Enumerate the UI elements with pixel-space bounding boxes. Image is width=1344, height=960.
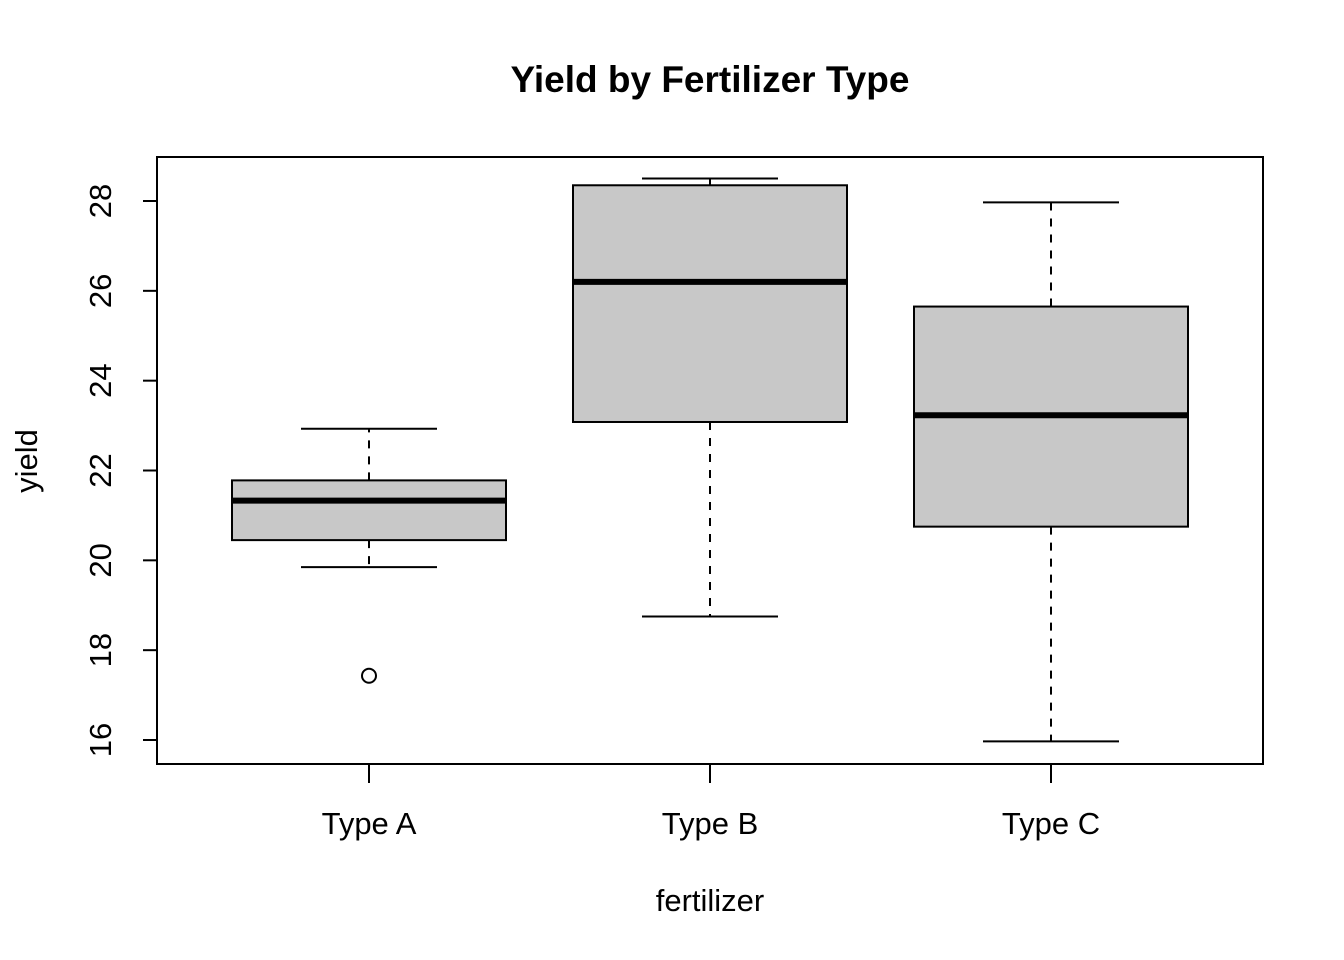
box-type-b xyxy=(572,177,848,618)
x-axis: Type A Type B Type C xyxy=(322,764,1100,841)
outlier-point-type-a-0 xyxy=(361,667,377,684)
y-axis-label: yield xyxy=(9,429,44,493)
y-tick-label-26: 26 xyxy=(83,274,118,308)
chart-title: Yield by Fertilizer Type xyxy=(511,59,910,100)
iqr-box-type-b xyxy=(572,184,848,423)
y-tick-label-20: 20 xyxy=(83,543,118,577)
y-tick-label-24: 24 xyxy=(83,363,118,397)
y-tick-label-18: 18 xyxy=(83,633,118,667)
y-axis: 16 18 20 22 24 26 28 xyxy=(83,184,157,757)
y-tick-label-16: 16 xyxy=(83,723,118,757)
x-tick-label-type-b: Type B xyxy=(662,806,759,841)
x-tick-label-type-c: Type C xyxy=(1002,806,1100,841)
y-tick-label-28: 28 xyxy=(83,184,118,218)
box-type-c xyxy=(913,201,1189,743)
y-tick-label-22: 22 xyxy=(83,453,118,487)
boxes-layer xyxy=(231,177,1189,743)
box-type-a xyxy=(231,427,507,684)
x-tick-label-type-a: Type A xyxy=(322,806,417,841)
x-axis-label: fertilizer xyxy=(656,883,765,918)
iqr-box-type-a xyxy=(231,479,507,542)
